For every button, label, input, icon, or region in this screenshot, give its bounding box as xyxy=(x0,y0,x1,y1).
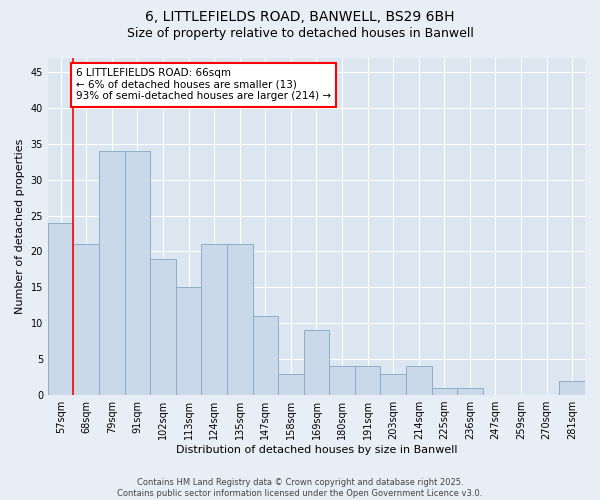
Y-axis label: Number of detached properties: Number of detached properties xyxy=(15,138,25,314)
Bar xyxy=(329,366,355,395)
Bar xyxy=(202,244,227,395)
Text: Size of property relative to detached houses in Banwell: Size of property relative to detached ho… xyxy=(127,28,473,40)
Bar xyxy=(406,366,431,395)
Text: Contains HM Land Registry data © Crown copyright and database right 2025.
Contai: Contains HM Land Registry data © Crown c… xyxy=(118,478,482,498)
X-axis label: Distribution of detached houses by size in Banwell: Distribution of detached houses by size … xyxy=(176,445,457,455)
Bar xyxy=(150,258,176,395)
Bar xyxy=(48,222,73,395)
Bar xyxy=(457,388,482,395)
Bar xyxy=(125,151,150,395)
Bar xyxy=(176,288,202,395)
Bar xyxy=(253,316,278,395)
Bar xyxy=(355,366,380,395)
Text: 6, LITTLEFIELDS ROAD, BANWELL, BS29 6BH: 6, LITTLEFIELDS ROAD, BANWELL, BS29 6BH xyxy=(145,10,455,24)
Bar xyxy=(431,388,457,395)
Text: 6 LITTLEFIELDS ROAD: 66sqm
← 6% of detached houses are smaller (13)
93% of semi-: 6 LITTLEFIELDS ROAD: 66sqm ← 6% of detac… xyxy=(76,68,331,102)
Bar xyxy=(99,151,125,395)
Bar xyxy=(73,244,99,395)
Bar xyxy=(278,374,304,395)
Bar xyxy=(380,374,406,395)
Bar xyxy=(559,380,585,395)
Bar xyxy=(227,244,253,395)
Bar xyxy=(304,330,329,395)
